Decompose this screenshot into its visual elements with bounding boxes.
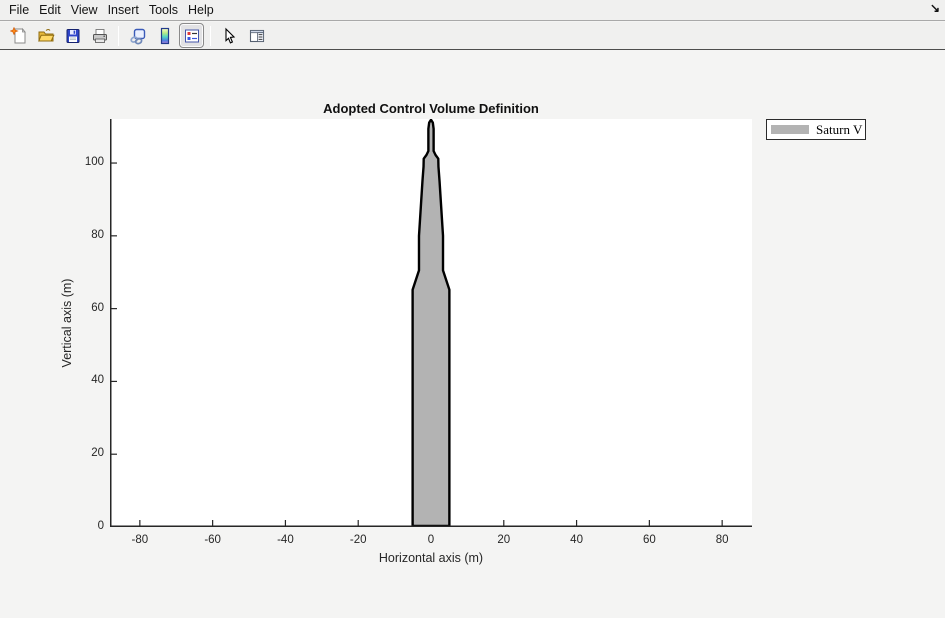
saturn-v-outline bbox=[411, 119, 451, 527]
link-plot-button[interactable] bbox=[125, 23, 150, 48]
menu-view[interactable]: View bbox=[70, 3, 98, 17]
x-tick-label: 60 bbox=[642, 534, 656, 546]
save-figure-icon bbox=[66, 28, 79, 43]
open-file-icon bbox=[37, 28, 55, 41]
menu-file[interactable]: File bbox=[9, 3, 30, 17]
menu-tools[interactable]: Tools bbox=[148, 3, 179, 17]
plot-area[interactable] bbox=[110, 119, 752, 527]
menu-edit[interactable]: Edit bbox=[39, 3, 61, 17]
y-tick-label: 40 bbox=[91, 374, 104, 387]
legend-swatch bbox=[771, 125, 809, 134]
insert-colorbar-icon bbox=[160, 27, 169, 44]
y-axis-label: Vertical axis (m) bbox=[60, 278, 74, 368]
insert-legend-icon bbox=[184, 29, 199, 42]
menu-insert[interactable]: Insert bbox=[107, 3, 139, 17]
x-tick-label: -40 bbox=[277, 534, 294, 546]
y-tick-label: 60 bbox=[91, 301, 104, 314]
x-tick-label: -60 bbox=[204, 534, 221, 546]
legend[interactable]: Saturn V bbox=[766, 119, 866, 140]
insert-legend-button[interactable] bbox=[179, 23, 204, 48]
x-tick-label: -80 bbox=[131, 534, 149, 546]
y-tick-label: 20 bbox=[91, 447, 104, 460]
new-figure-button[interactable] bbox=[6, 23, 31, 48]
pointer-select-button[interactable] bbox=[217, 23, 242, 48]
y-tick-label: 80 bbox=[91, 228, 104, 241]
dock-figure-icon[interactable]: ↘ bbox=[929, 1, 940, 15]
menu-bar: File Edit View Insert Tools Help ↘ bbox=[0, 0, 945, 21]
toolbar-separator bbox=[210, 25, 211, 46]
x-axis-label: Horizontal axis (m) bbox=[378, 551, 484, 565]
new-figure-icon bbox=[9, 26, 26, 43]
x-tick-label: 40 bbox=[570, 534, 583, 546]
x-tick-label: -20 bbox=[349, 534, 367, 546]
plot-svg bbox=[110, 119, 752, 527]
toolbar-separator bbox=[118, 25, 119, 46]
figure-canvas: Adopted Control Volume Definition -80 -60… bbox=[0, 50, 945, 618]
pointer-select-icon bbox=[224, 27, 235, 44]
toolbar bbox=[0, 22, 945, 50]
figure-palette-button[interactable] bbox=[244, 23, 269, 48]
x-tick-label: 20 bbox=[497, 534, 511, 546]
plot-title: Adopted Control Volume Definition bbox=[323, 101, 539, 116]
link-plot-icon bbox=[129, 28, 145, 44]
legend-label: Saturn V bbox=[816, 121, 863, 137]
x-tick-label: 0 bbox=[427, 534, 435, 546]
open-file-button[interactable] bbox=[33, 23, 58, 48]
insert-colorbar-button[interactable] bbox=[152, 23, 177, 48]
print-figure-button[interactable] bbox=[87, 23, 112, 48]
y-tick-label: 100 bbox=[84, 156, 104, 169]
figure-palette-icon bbox=[249, 29, 264, 42]
print-figure-icon bbox=[92, 28, 107, 43]
save-figure-button[interactable] bbox=[60, 23, 85, 48]
y-tick-label: 0 bbox=[97, 520, 104, 532]
x-tick-label: 80 bbox=[715, 534, 729, 546]
menu-help[interactable]: Help bbox=[188, 3, 214, 17]
